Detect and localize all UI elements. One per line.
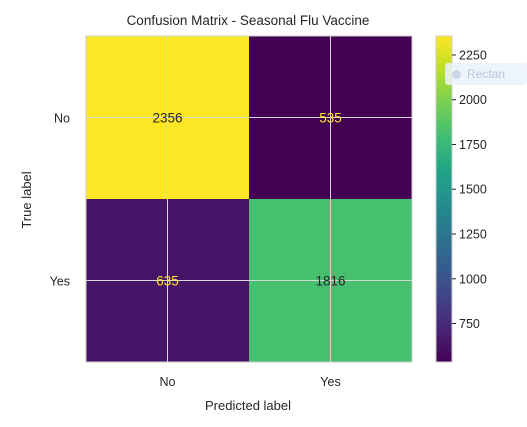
x-axis-label: Predicted label: [205, 398, 291, 413]
circle-icon: [452, 70, 461, 80]
overlay-label: Rectan: [467, 67, 506, 81]
y-tick-label: Yes: [50, 275, 70, 289]
cell-value-label: 635: [156, 274, 179, 289]
y-axis-label: True label: [19, 171, 34, 228]
colorbar-tick-label: 750: [459, 317, 480, 331]
colorbar-gradient: [436, 36, 452, 362]
x-tick-label: No: [160, 375, 176, 389]
colorbar-frame: [435, 35, 453, 363]
colorbar-tick-label: 1000: [459, 272, 487, 286]
colorbar-tick-label: 1500: [459, 183, 487, 197]
colorbar-tick-label: 2250: [459, 48, 487, 62]
cell-value-label: 2356: [152, 111, 182, 126]
cell-value-label: 1816: [315, 274, 345, 289]
rectangle-tooltip-overlay: Rectan: [445, 63, 527, 85]
plot-frame: [85, 35, 413, 363]
colorbar-tick-label: 1250: [459, 227, 487, 241]
x-tick-label: Yes: [320, 375, 340, 389]
cell-value-label: 535: [319, 111, 342, 126]
chart-title: Confusion Matrix - Seasonal Flu Vaccine: [127, 13, 370, 28]
colorbar: 750 1000 1250 1500 1750 2000 2250: [435, 35, 487, 363]
y-tick-label: No: [54, 112, 70, 126]
colorbar-tick-label: 1750: [459, 138, 487, 152]
colorbar-tick-label: 2000: [459, 93, 487, 107]
